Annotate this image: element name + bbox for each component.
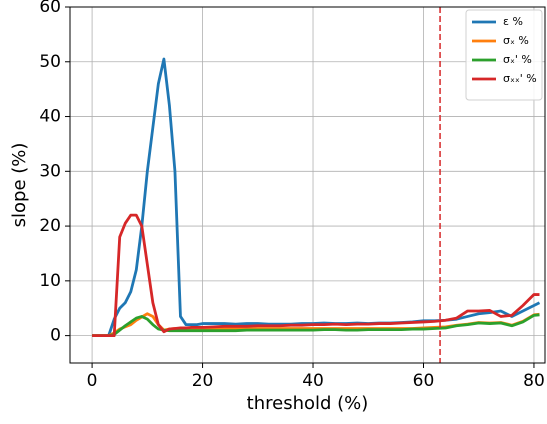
x-tick-label: 60	[413, 371, 435, 391]
x-tick-label: 20	[192, 371, 214, 391]
lines	[92, 7, 541, 363]
y-tick-label: 50	[39, 52, 61, 72]
legend-box	[465, 9, 543, 101]
x-tick-label: 0	[87, 371, 98, 391]
y-tick-label: 10	[39, 271, 61, 291]
legend: ε % σₓ % σₓ' % σₓₓ' %	[465, 9, 543, 101]
y-tick-label: 60	[39, 0, 61, 17]
y-tick-label: 40	[39, 107, 61, 127]
x-axis-label: threshold (%)	[247, 393, 369, 414]
ticks: 0 20 40 60 80 0 10 20 30 40 50 60	[39, 0, 544, 391]
y-tick-label: 20	[39, 216, 61, 236]
x-tick-label: 40	[302, 371, 324, 391]
series-line	[92, 213, 540, 338]
legend-label: σₓₓ' %	[503, 72, 537, 85]
legend-label: ε %	[503, 15, 523, 28]
legend-label: σₓ' %	[503, 53, 532, 66]
y-tick-label: 0	[50, 326, 61, 346]
legend-label: σₓ %	[503, 34, 529, 47]
x-tick-label: 80	[523, 371, 545, 391]
series-line	[92, 57, 541, 338]
y-axis-label: slope (%)	[9, 143, 30, 228]
y-tick-label: 30	[39, 161, 61, 181]
series-line	[92, 313, 540, 338]
plot-frame	[69, 6, 546, 364]
